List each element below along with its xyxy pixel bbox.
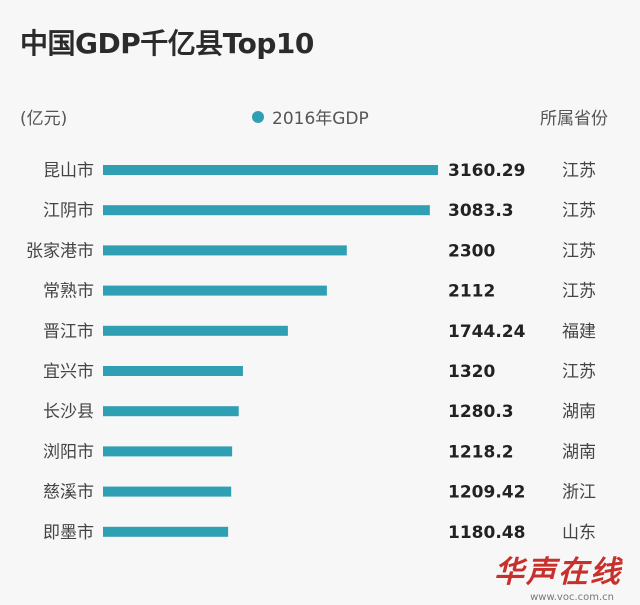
category-label: 宜兴市 <box>43 362 94 382</box>
category-label: 张家港市 <box>26 241 94 261</box>
value-label: 2112 <box>448 282 495 302</box>
category-label: 即墨市 <box>43 523 94 543</box>
province-label: 江苏 <box>562 362 596 382</box>
unit-label: (亿元) <box>20 109 68 129</box>
province-label: 湖南 <box>562 402 596 422</box>
value-label: 1320 <box>448 362 495 382</box>
value-label: 3083.3 <box>448 201 514 221</box>
category-label: 晋江市 <box>43 322 94 342</box>
province-label: 山东 <box>562 523 596 543</box>
category-label: 长沙县 <box>43 402 94 422</box>
category-label: 昆山市 <box>43 161 94 181</box>
value-label: 1744.24 <box>448 322 526 342</box>
bar <box>103 446 233 457</box>
value-label: 1180.48 <box>448 523 525 543</box>
province-header: 所属省份 <box>540 109 608 129</box>
province-label: 浙江 <box>562 483 596 503</box>
chart-title: 中国GDP千亿县Top10 <box>20 27 314 60</box>
category-label: 常熟市 <box>43 281 94 302</box>
category-label: 江阴市 <box>43 201 94 221</box>
province-label: 江苏 <box>562 282 596 302</box>
bar <box>103 285 327 296</box>
legend-dot-icon <box>252 110 264 123</box>
bar <box>103 366 243 376</box>
legend-label: 2016年GDP <box>272 109 369 129</box>
value-label: 2300 <box>448 241 495 261</box>
value-label: 1280.3 <box>448 402 514 422</box>
category-label: 慈溪市 <box>43 483 94 503</box>
value-label: 3160.29 <box>448 161 525 181</box>
province-label: 江苏 <box>562 241 596 261</box>
bar <box>103 406 239 417</box>
bar <box>103 325 288 336</box>
watermark-url: www.voc.com.cn <box>530 592 614 603</box>
bar <box>103 165 438 175</box>
value-label: 1209.42 <box>448 483 525 503</box>
value-label: 1218.2 <box>448 442 514 462</box>
bar <box>103 526 229 537</box>
watermark-logo: 华声在线 <box>494 555 622 590</box>
province-label: 江苏 <box>562 161 596 181</box>
bar <box>103 245 347 256</box>
bar <box>103 205 430 216</box>
province-label: 湖南 <box>562 442 596 462</box>
province-label: 福建 <box>562 322 596 342</box>
legend: 2016年GDP <box>252 104 369 129</box>
bar <box>103 486 232 497</box>
category-label: 浏阳市 <box>43 442 94 462</box>
province-label: 江苏 <box>562 201 596 221</box>
